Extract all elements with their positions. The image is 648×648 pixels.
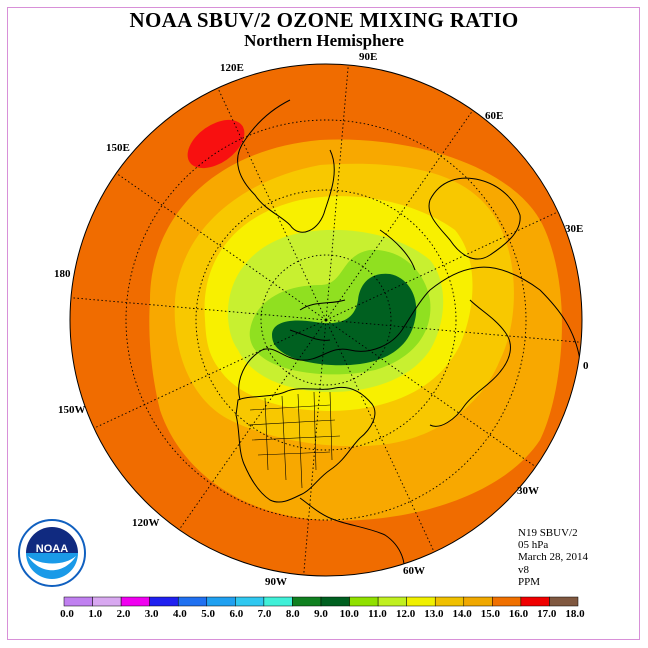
color-bar-swatch: [320, 596, 350, 607]
meridian-line: [325, 319, 435, 553]
longitude-label-120w: 120W: [132, 517, 160, 529]
color-bar: [63, 596, 579, 607]
meridian-line: [217, 87, 327, 321]
color-bar-tick-label: 0.0: [60, 608, 74, 620]
ozone-max-17: [187, 119, 245, 169]
color-bar-tick-label: 14.0: [452, 608, 472, 620]
color-bar-swatch: [520, 596, 550, 607]
version-label: v8: [518, 563, 529, 576]
color-bar-tick-label: 15.0: [480, 608, 500, 620]
map-title: NOAA SBUV/2 OZONE MIXING RATIO: [129, 8, 519, 32]
color-bar-swatch: [349, 596, 379, 607]
meridian-line: [303, 319, 327, 576]
color-bar-tick-label: 13.0: [424, 608, 444, 620]
color-bar-tick-label: 10.0: [339, 608, 359, 620]
info-block: N19 SBUV/2 05 hPa March 28, 2014 v8 PPM: [518, 527, 588, 588]
longitude-label-60e: 60E: [485, 110, 504, 122]
meridian-line: [70, 297, 327, 321]
longitude-label-120e: 120E: [220, 62, 244, 74]
coastlines: [235, 99, 581, 576]
map-border: [69, 63, 583, 577]
longitude-label-90e: 90E: [359, 51, 378, 63]
color-bar-tick-label: 6.0: [229, 608, 244, 620]
state-boundaries: [247, 391, 341, 489]
color-bar-swatch: [177, 596, 208, 607]
graticule: [125, 119, 527, 521]
color-bar-swatch: [235, 596, 265, 607]
color-bar-swatch: [63, 596, 93, 607]
meridian-line: [325, 64, 349, 321]
instrument-label: N19 SBUV/2: [518, 527, 578, 539]
color-bar-swatch: [434, 596, 465, 607]
ozone-band-9-10: [272, 273, 417, 366]
pressure-level-label: 05 hPa: [518, 539, 549, 552]
longitude-label-0: 0: [583, 360, 589, 372]
color-bar-swatch: [377, 596, 407, 607]
color-bar-swatch: [206, 596, 236, 607]
longitude-label-180: 180: [54, 268, 71, 280]
longitude-label-150e: 150E: [106, 142, 130, 154]
color-bar-tick-label: 8.0: [285, 608, 300, 620]
color-bar-tick-label: 18.0: [565, 608, 585, 620]
meridian-line: [93, 319, 327, 429]
meridian-line: [178, 319, 327, 530]
map-subtitle: Northern Hemisphere: [244, 31, 404, 50]
color-bar-swatch: [263, 596, 293, 607]
color-bar-swatch: [406, 596, 436, 607]
meridian-lines: [70, 64, 582, 576]
longitude-label-150w: 150W: [58, 404, 86, 416]
color-bar-swatch: [92, 596, 122, 607]
color-bar-tick-label: 5.0: [201, 608, 215, 620]
noaa-logo: NOAA: [18, 519, 86, 587]
color-bar-swatch: [120, 596, 150, 607]
color-bar-tick-label: 3.0: [144, 608, 159, 620]
color-bar-swatch: [292, 596, 322, 607]
color-bar-tick-label: 9.0: [314, 608, 328, 620]
color-bar-swatch: [492, 596, 522, 607]
svg-text:NOAA: NOAA: [36, 543, 68, 555]
color-bar-tick-label: 7.0: [257, 608, 272, 620]
longitude-label-90w: 90W: [265, 576, 287, 588]
longitude-label-30w: 30W: [517, 485, 539, 497]
meridian-line: [325, 319, 582, 343]
meridian-line: [116, 172, 327, 321]
meridian-line: [325, 211, 559, 321]
units-label: PPM: [518, 575, 541, 588]
color-bar-swatch: [149, 596, 179, 607]
color-bar-tick-label: 12.0: [396, 608, 416, 620]
date-label: March 28, 2014: [518, 551, 588, 564]
color-bar-tick-label: 16.0: [508, 608, 529, 620]
color-bar-tick-label: 11.0: [368, 608, 387, 620]
color-bar-tick-label: 2.0: [116, 608, 131, 620]
longitude-label-60w: 60W: [403, 565, 425, 577]
color-bar-tick-label: 1.0: [88, 608, 103, 620]
meridian-line: [325, 319, 536, 468]
color-bar-swatch: [549, 596, 579, 607]
longitude-label-30e: 30E: [565, 223, 584, 235]
color-bar-tick-label: 17.0: [537, 608, 557, 620]
meridian-line: [325, 110, 474, 321]
color-bar-swatch: [463, 596, 493, 607]
color-bar-tick-label: 4.0: [173, 608, 187, 620]
figure-frame: [7, 7, 640, 640]
